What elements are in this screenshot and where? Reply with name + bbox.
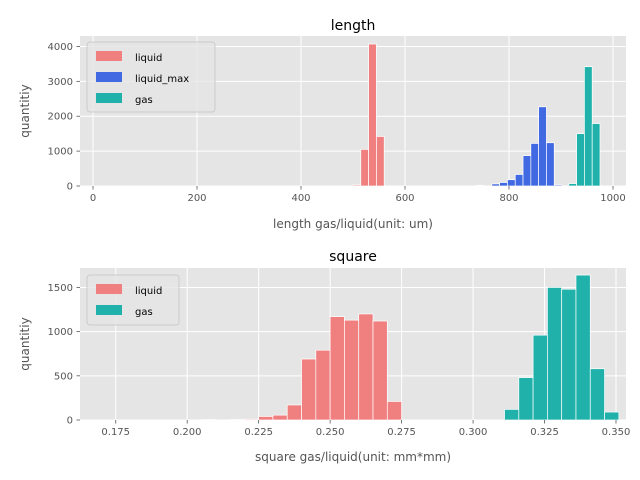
square-y-tick-label: 500: [54, 371, 73, 382]
square-bar-liquid: [286, 404, 302, 421]
length-legend-swatch-liquid-max: [96, 72, 122, 82]
length-x-tick-label: 800: [499, 193, 518, 204]
length-legend-label-liquid: liquid: [135, 53, 162, 64]
length-chart-legend: liquid liquid_max gas: [86, 41, 216, 113]
length-bar-liquid: [352, 184, 362, 187]
square-x-tick-label: 0.175: [101, 427, 130, 438]
square-chart-y-axis-label: quantitiy: [18, 317, 32, 370]
length-chart-x-axis-label: length gas/liquid(unit: um): [273, 217, 433, 231]
square-y-tick-label: 1000: [48, 327, 73, 338]
square-bar-liquid: [344, 319, 360, 421]
length-chart-x-ticks: 0 200 400 600 800 1000: [90, 186, 626, 204]
square-y-tick-label: 0: [67, 416, 73, 427]
length-chart: length 0 200 400 600 800 1000 0 1000 2000 3000 40…: [18, 18, 626, 231]
square-legend-swatch-liquid: [96, 284, 122, 294]
length-bar-liquid-max: [499, 182, 508, 187]
square-x-tick-label: 0.325: [530, 427, 559, 438]
length-x-tick-label: 400: [291, 193, 310, 204]
square-legend-label-gas: gas: [135, 307, 153, 318]
length-bar-liquid-max: [546, 142, 555, 187]
length-chart-y-axis-label: quantitiy: [18, 84, 32, 137]
square-bar-gas: [532, 334, 548, 421]
square-chart-x-axis-label: square gas/liquid(unit: mm*mm): [255, 450, 451, 464]
length-y-tick-label: 4000: [48, 42, 73, 53]
square-bar-liquid: [372, 320, 388, 421]
length-bar-gas: [576, 133, 585, 187]
square-bar-liquid: [329, 316, 345, 421]
square-x-tick-label: 0.250: [316, 427, 345, 438]
length-bar-gas: [591, 123, 601, 187]
length-bar-liquid-max: [553, 184, 563, 187]
square-bar-gas: [547, 287, 563, 421]
length-bar-liquid-max: [530, 143, 539, 187]
length-legend-label-gas: gas: [135, 95, 153, 106]
length-bar-liquid-max: [475, 184, 485, 187]
square-legend-box: [86, 274, 180, 326]
square-bar-gas: [561, 288, 577, 421]
square-bar-gas: [504, 409, 520, 421]
square-bar-liquid: [358, 313, 374, 421]
length-bar-gas: [584, 66, 593, 187]
length-legend-swatch-liquid: [96, 51, 122, 61]
length-legend-swatch-gas: [96, 93, 122, 103]
square-chart-bars: [201, 274, 620, 421]
square-y-tick-label: 1500: [48, 283, 73, 294]
length-y-tick-label: 0: [67, 182, 73, 193]
square-bar-liquid: [386, 401, 402, 421]
square-bar-liquid: [258, 416, 274, 421]
length-chart-bars: [352, 43, 601, 187]
square-legend-label-liquid: liquid: [135, 286, 162, 297]
square-bar-gas: [518, 377, 534, 421]
square-x-tick-label: 0.200: [173, 427, 202, 438]
length-x-tick-label: 200: [187, 193, 206, 204]
length-bar-liquid: [360, 149, 369, 187]
length-y-tick-label: 1000: [48, 147, 73, 158]
length-x-tick-label: 600: [395, 193, 414, 204]
square-bar-gas: [589, 368, 605, 421]
square-chart-x-ticks: 0.175 0.200 0.225 0.250 0.275 0.300 0.325 0.350: [101, 420, 630, 438]
length-chart-y-ticks: 0 1000 2000 3000 4000: [48, 42, 80, 193]
length-y-tick-label: 3000: [48, 77, 73, 88]
length-x-tick-label: 1000: [600, 193, 625, 204]
length-bar-liquid-max: [514, 174, 524, 187]
length-bar-gas: [568, 183, 577, 187]
square-x-tick-label: 0.350: [602, 427, 631, 438]
square-bar-liquid: [315, 349, 331, 421]
length-chart-title: length: [331, 18, 376, 34]
length-bar-liquid: [368, 43, 377, 187]
square-chart-title: square: [329, 249, 377, 265]
square-bar-liquid: [244, 418, 260, 421]
length-bar-liquid-max: [522, 155, 532, 187]
square-chart: square 0.175 0.200 0.225 0.250 0.275 0.300 0.3…: [18, 249, 630, 464]
length-bar-liquid-max: [491, 183, 500, 187]
length-x-tick-label: 0: [90, 193, 96, 204]
square-x-tick-label: 0.275: [387, 427, 416, 438]
square-chart-y-ticks: 0 500 1000 1500: [48, 283, 80, 427]
length-y-tick-label: 2000: [48, 112, 73, 123]
square-bar-liquid: [272, 414, 288, 421]
square-legend-swatch-gas: [96, 305, 122, 315]
square-bar-liquid: [301, 358, 317, 421]
square-x-tick-label: 0.300: [459, 427, 488, 438]
length-legend-label-liquid-max: liquid_max: [135, 74, 189, 85]
length-bar-liquid-max: [538, 106, 547, 187]
square-bar-gas: [575, 274, 591, 421]
length-bar-liquid: [376, 136, 385, 187]
length-bar-liquid-max: [507, 179, 516, 187]
square-chart-legend: liquid gas: [86, 274, 180, 326]
square-bar-gas: [604, 411, 620, 421]
square-x-tick-label: 0.225: [244, 427, 273, 438]
